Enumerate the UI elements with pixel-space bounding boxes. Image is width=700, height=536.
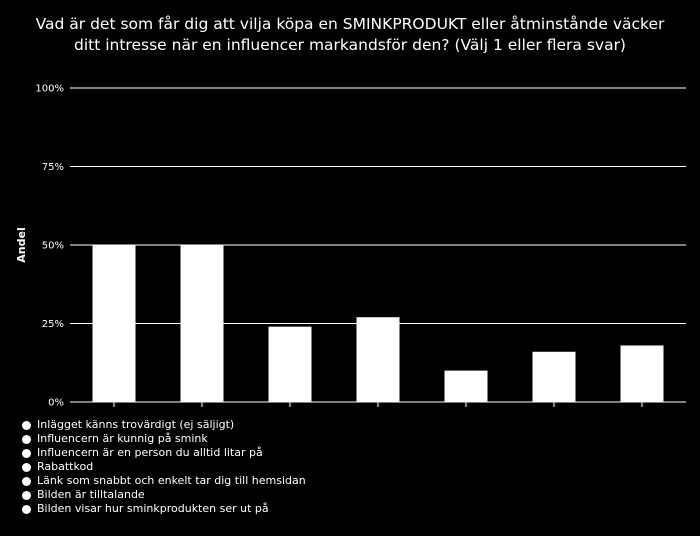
- chart-title: Vad är det som får dig att vilja köpa en…: [0, 14, 700, 56]
- chart-title-line-1: Vad är det som får dig att vilja köpa en…: [35, 15, 665, 33]
- legend-entry: Rabattkod: [22, 460, 306, 474]
- bar: [180, 245, 224, 402]
- bar: [92, 245, 136, 402]
- legend-marker-icon: [22, 448, 31, 458]
- legend-marker-icon: [22, 462, 31, 472]
- y-tick-label: 50%: [42, 241, 64, 252]
- legend-marker-icon: [22, 476, 31, 486]
- y-tick-label: 75%: [42, 162, 64, 173]
- legend-marker-icon: [22, 490, 31, 500]
- y-tick-label: 25%: [42, 319, 64, 330]
- y-tick-label: 0%: [48, 398, 64, 409]
- bar: [444, 370, 488, 402]
- bar: [356, 317, 400, 402]
- legend-label: Bilden visar hur sminkprodukten ser ut p…: [37, 502, 269, 515]
- y-axis-title: Andel: [15, 227, 28, 262]
- y-tick-label: 100%: [35, 84, 64, 95]
- legend-entry: Bilden är tilltalande: [22, 488, 306, 502]
- legend-label: Inlägget känns trovärdigt (ej säljigt): [37, 418, 235, 431]
- legend-marker-icon: [22, 504, 31, 514]
- legend-label: Influencern är kunnig på smink: [37, 432, 208, 445]
- legend-marker-icon: [22, 434, 31, 444]
- legend-entry: Länk som snabbt och enkelt tar dig till …: [22, 474, 306, 488]
- chart-title-line-2: ditt intresse när en influencer markands…: [74, 36, 626, 54]
- legend-label: Länk som snabbt och enkelt tar dig till …: [37, 474, 306, 487]
- chart-legend: Inlägget känns trovärdigt (ej säljigt) In…: [22, 418, 306, 516]
- bar: [620, 345, 664, 402]
- legend-marker-icon: [22, 420, 31, 430]
- legend-label: Bilden är tilltalande: [37, 488, 145, 501]
- legend-label: Influencern är en person du alltid litar…: [37, 446, 263, 459]
- legend-entry: Influencern är kunnig på smink: [22, 432, 306, 446]
- legend-label: Rabattkod: [37, 460, 94, 473]
- legend-entry: Bilden visar hur sminkprodukten ser ut p…: [22, 502, 306, 516]
- legend-entry: Influencern är en person du alltid litar…: [22, 446, 306, 460]
- bar: [532, 351, 576, 402]
- legend-entry: Inlägget känns trovärdigt (ej säljigt): [22, 418, 306, 432]
- bar: [268, 326, 312, 402]
